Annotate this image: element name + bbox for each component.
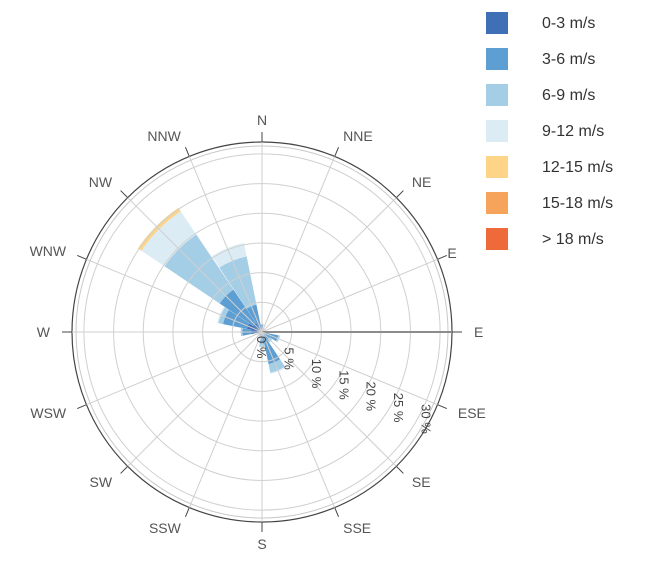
tick-nne — [335, 147, 339, 156]
legend-label-5: 15-18 m/s — [542, 195, 613, 212]
legend-swatch-6 — [486, 228, 508, 250]
radial-tick-label-0: 0 % — [254, 336, 269, 359]
legend-swatch-0 — [486, 12, 508, 34]
legend-label-6: > 18 m/s — [542, 231, 604, 248]
radial-tick-label-20: 20 % — [364, 381, 379, 411]
tick-ene — [438, 255, 447, 259]
spoke-wsw — [86, 332, 262, 405]
direction-label-ne: NE — [412, 174, 431, 190]
tick-se — [396, 466, 403, 473]
legend-label-3: 9-12 m/s — [542, 123, 604, 140]
radial-tick-label-30: 30 % — [419, 404, 434, 434]
legend-swatch-2 — [486, 84, 508, 106]
direction-label-sse: SSE — [343, 520, 371, 536]
tick-wnw — [77, 255, 86, 259]
legend-swatch-5 — [486, 192, 508, 214]
direction-label-ene: E — [447, 245, 456, 261]
grid-layer — [62, 132, 462, 532]
direction-label-e: E — [474, 324, 483, 340]
spoke-nne — [262, 156, 335, 332]
radial-tick-label-10: 10 % — [309, 359, 324, 389]
radial-tick-label-15: 15 % — [336, 370, 351, 400]
legend-label-2: 6-9 m/s — [542, 87, 595, 104]
spoke-ene — [262, 259, 438, 332]
tick-nw — [121, 191, 128, 198]
direction-label-n: N — [257, 112, 267, 128]
tick-ese — [438, 405, 447, 409]
direction-label-w: W — [37, 324, 51, 340]
direction-label-ese: ESE — [458, 405, 486, 421]
legend-swatch-3 — [486, 120, 508, 142]
tick-sw — [121, 466, 128, 473]
tick-wsw — [77, 405, 86, 409]
direction-label-nw: NW — [89, 174, 113, 190]
legend: 0-3 m/s 3-6 m/s 6-9 m/s 9-12 m/s 12-15 m/s 15… — [486, 12, 613, 250]
legend-label-0: 0-3 m/s — [542, 15, 595, 32]
radial-tick-label-25: 25 % — [391, 393, 406, 423]
direction-label-wsw: WSW — [30, 405, 67, 421]
spoke-ssw — [189, 332, 262, 508]
tick-ssw — [185, 508, 189, 517]
direction-label-s: S — [257, 536, 266, 552]
tick-sse — [335, 508, 339, 517]
direction-label-nnw: NNW — [147, 128, 181, 144]
radial-tick-label-5: 5 % — [281, 347, 296, 370]
direction-label-nne: NNE — [343, 128, 373, 144]
spoke-ne — [262, 198, 396, 332]
direction-label-sw: SW — [90, 474, 113, 490]
legend-swatch-4 — [486, 156, 508, 178]
legend-swatch-1 — [486, 48, 508, 70]
legend-label-1: 3-6 m/s — [542, 51, 595, 68]
legend-label-4: 12-15 m/s — [542, 159, 613, 176]
direction-label-wnw: WNW — [30, 243, 67, 259]
direction-label-ssw: SSW — [149, 520, 182, 536]
spoke-sw — [128, 332, 262, 466]
tick-nnw — [185, 147, 189, 156]
tick-ne — [396, 191, 403, 198]
direction-label-se: SE — [412, 474, 431, 490]
